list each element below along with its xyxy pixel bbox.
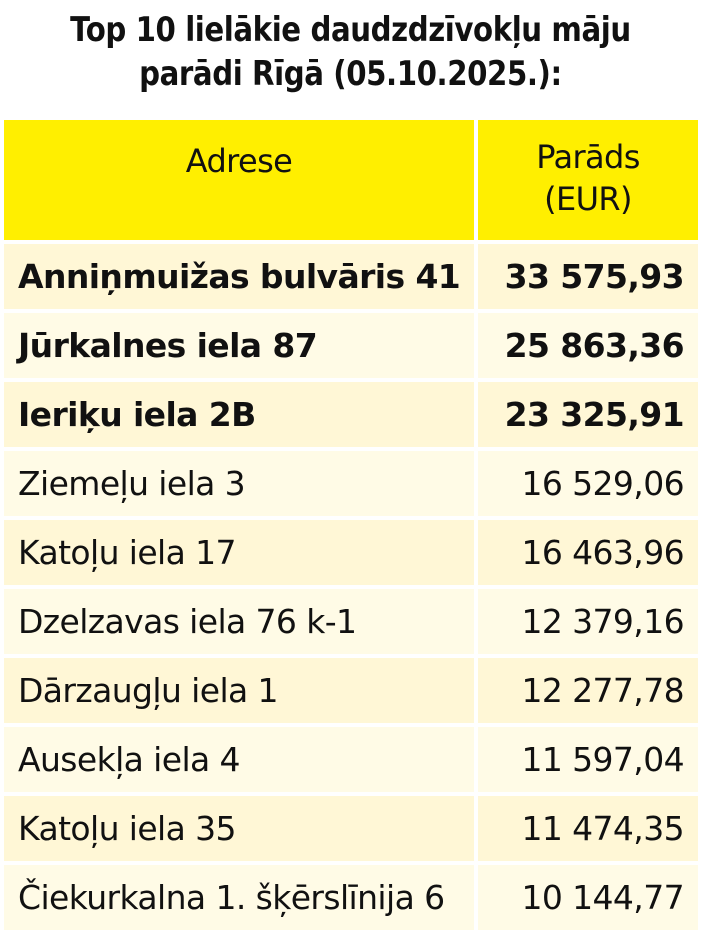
debt-cell: 12 277,78 xyxy=(478,658,698,723)
table-row: Čiekurkalna 1. šķērslīnija 6 10 144,77 xyxy=(4,865,698,930)
header-address: Adrese xyxy=(4,120,474,240)
title-line-1: Top 10 lielākie daudzdzīvokļu māju xyxy=(70,10,631,50)
address-cell: Ziemeļu iela 3 xyxy=(4,451,474,516)
header-debt-line-2: (EUR) xyxy=(544,180,632,218)
debt-cell: 11 597,04 xyxy=(478,727,698,792)
debt-cell: 11 474,35 xyxy=(478,796,698,861)
address-cell: Anniņmuižas bulvāris 41 xyxy=(4,244,474,309)
table-row: Dārzaugļu iela 1 12 277,78 xyxy=(4,658,698,723)
table-row: Jūrkalnes iela 87 25 863,36 xyxy=(4,313,698,378)
debt-cell: 33 575,93 xyxy=(478,244,698,309)
header-debt-line-1: Parāds xyxy=(536,138,640,176)
table-row: Katoļu iela 17 16 463,96 xyxy=(4,520,698,585)
address-cell: Katoļu iela 17 xyxy=(4,520,474,585)
table-header-row: Adrese Parāds (EUR) xyxy=(4,120,698,240)
table-row: Katoļu iela 35 11 474,35 xyxy=(4,796,698,861)
chart-title: Top 10 lielākie daudzdzīvokļu māju parād… xyxy=(49,8,652,96)
address-cell: Dzelzavas iela 76 k-1 xyxy=(4,589,474,654)
address-cell: Čiekurkalna 1. šķērslīnija 6 xyxy=(4,865,474,930)
address-cell: Dārzaugļu iela 1 xyxy=(4,658,474,723)
address-cell: Ausekļa iela 4 xyxy=(4,727,474,792)
title-line-2: parādi Rīgā (05.10.2025.): xyxy=(139,54,562,94)
table-row: Ziemeļu iela 3 16 529,06 xyxy=(4,451,698,516)
table-row: Ieriķu iela 2B 23 325,91 xyxy=(4,382,698,447)
debt-cell: 12 379,16 xyxy=(478,589,698,654)
header-debt: Parāds (EUR) xyxy=(478,120,698,240)
address-cell: Jūrkalnes iela 87 xyxy=(4,313,474,378)
debt-cell: 10 144,77 xyxy=(478,865,698,930)
address-cell: Ieriķu iela 2B xyxy=(4,382,474,447)
debt-cell: 25 863,36 xyxy=(478,313,698,378)
address-cell: Katoļu iela 35 xyxy=(4,796,474,861)
table-row: Ausekļa iela 4 11 597,04 xyxy=(4,727,698,792)
table-row: Anniņmuižas bulvāris 41 33 575,93 xyxy=(4,244,698,309)
debt-cell: 23 325,91 xyxy=(478,382,698,447)
debt-cell: 16 529,06 xyxy=(478,451,698,516)
debt-table: Adrese Parāds (EUR) Anniņmuižas bulvāris… xyxy=(4,120,698,936)
table-row: Dzelzavas iela 76 k-1 12 379,16 xyxy=(4,589,698,654)
debt-cell: 16 463,96 xyxy=(478,520,698,585)
